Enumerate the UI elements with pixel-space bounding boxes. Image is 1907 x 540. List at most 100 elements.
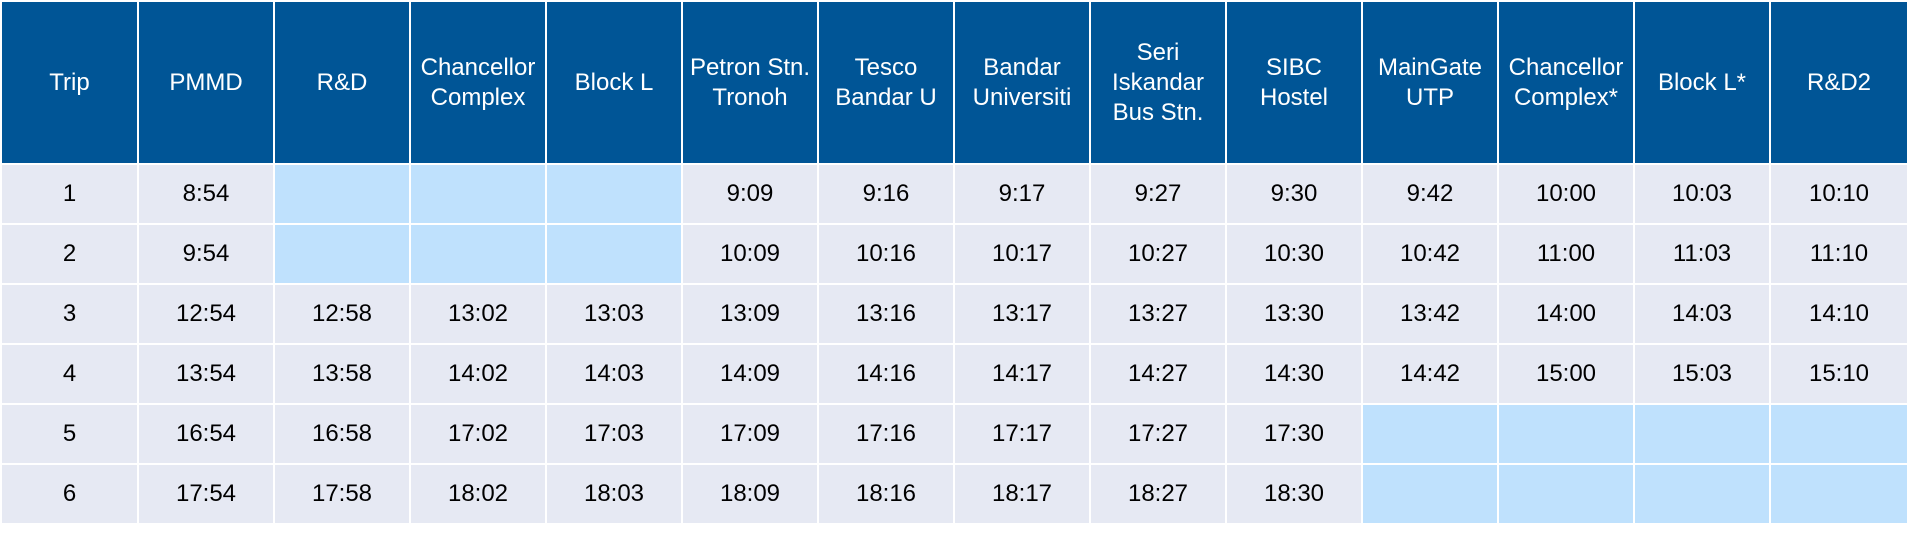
header-line: Trip bbox=[49, 68, 90, 96]
table-cell: 18:09 bbox=[681, 463, 819, 525]
table-cell: 17:17 bbox=[953, 403, 1091, 465]
header-line: Complex bbox=[430, 83, 526, 111]
header-cell-pmmd: PMMD bbox=[137, 0, 275, 165]
table-cell: 15:10 bbox=[1769, 343, 1907, 405]
table-cell: 9:09 bbox=[681, 163, 819, 225]
header-line: Bandar U bbox=[835, 83, 937, 111]
table-cell: 13:30 bbox=[1225, 283, 1363, 345]
header-cell-rnd2: R&D2 bbox=[1769, 0, 1907, 165]
header-cell-block-l-star: Block L* bbox=[1633, 0, 1771, 165]
table-cell: 18:03 bbox=[545, 463, 683, 525]
table-cell: 10:27 bbox=[1089, 223, 1227, 285]
table-cell: 2 bbox=[0, 223, 139, 285]
table-cell: 10:17 bbox=[953, 223, 1091, 285]
table-row: 1 8:54 9:09 9:16 9:17 9:27 9:30 9:42 10:… bbox=[0, 163, 1907, 225]
table-cell: 17:27 bbox=[1089, 403, 1227, 465]
table-cell: 14:09 bbox=[681, 343, 819, 405]
table-cell: 14:03 bbox=[1633, 283, 1771, 345]
table-body: 1 8:54 9:09 9:16 9:17 9:27 9:30 9:42 10:… bbox=[0, 163, 1907, 525]
table-cell: 1 bbox=[0, 163, 139, 225]
table-cell: 14:03 bbox=[545, 343, 683, 405]
header-cell-sibc-hostel: SIBC Hostel bbox=[1225, 0, 1363, 165]
header-line: Chancellor bbox=[1508, 53, 1624, 81]
header-line: Tronoh bbox=[712, 83, 788, 111]
table-cell: 17:54 bbox=[137, 463, 275, 525]
table-cell: 10:30 bbox=[1225, 223, 1363, 285]
table-cell: 18:02 bbox=[409, 463, 547, 525]
table-cell: 18:30 bbox=[1225, 463, 1363, 525]
table-cell: 4 bbox=[0, 343, 139, 405]
table-row: 5 16:54 16:58 17:02 17:03 17:09 17:16 17… bbox=[0, 403, 1907, 465]
table-cell-empty bbox=[409, 223, 547, 285]
header-cell-rnd: R&D bbox=[273, 0, 411, 165]
header-cell-maingate-utp: MainGate UTP bbox=[1361, 0, 1499, 165]
table-cell-empty bbox=[1633, 403, 1771, 465]
table-cell: 12:58 bbox=[273, 283, 411, 345]
table-cell: 5 bbox=[0, 403, 139, 465]
table-cell: 14:42 bbox=[1361, 343, 1499, 405]
table-row: 6 17:54 17:58 18:02 18:03 18:09 18:16 18… bbox=[0, 463, 1907, 525]
header-line: Chancellor bbox=[420, 53, 536, 81]
table-cell: 9:30 bbox=[1225, 163, 1363, 225]
header-line: Block L* bbox=[1657, 68, 1747, 96]
table-cell: 10:00 bbox=[1497, 163, 1635, 225]
table-cell: 16:58 bbox=[273, 403, 411, 465]
header-cell-tesco-bandar-u: Tesco Bandar U bbox=[817, 0, 955, 165]
table-cell: 10:42 bbox=[1361, 223, 1499, 285]
header-line: Complex* bbox=[1513, 83, 1619, 111]
table-cell: 13:02 bbox=[409, 283, 547, 345]
table-cell-empty bbox=[273, 223, 411, 285]
table-cell-empty bbox=[273, 163, 411, 225]
table-cell: 10:16 bbox=[817, 223, 955, 285]
table-cell: 15:00 bbox=[1497, 343, 1635, 405]
table-cell: 6 bbox=[0, 463, 139, 525]
header-line: PMMD bbox=[169, 68, 243, 96]
table-cell: 12:54 bbox=[137, 283, 275, 345]
header-line: R&D bbox=[316, 68, 368, 96]
header-line: Bus Stn. bbox=[1112, 98, 1204, 126]
table-cell: 17:30 bbox=[1225, 403, 1363, 465]
table-cell-empty bbox=[545, 163, 683, 225]
header-line: SIBC bbox=[1265, 53, 1322, 81]
table-row: 3 12:54 12:58 13:02 13:03 13:09 13:16 13… bbox=[0, 283, 1907, 345]
table-cell: 11:00 bbox=[1497, 223, 1635, 285]
header-line: MainGate bbox=[1377, 53, 1483, 81]
table-cell: 9:16 bbox=[817, 163, 955, 225]
table-cell: 13:09 bbox=[681, 283, 819, 345]
table-cell: 9:27 bbox=[1089, 163, 1227, 225]
table-cell-empty bbox=[1769, 463, 1907, 525]
table-cell: 13:58 bbox=[273, 343, 411, 405]
header-line: Universiti bbox=[972, 83, 1072, 111]
table-cell-empty bbox=[1361, 463, 1499, 525]
table-row: 4 13:54 13:58 14:02 14:03 14:09 14:16 14… bbox=[0, 343, 1907, 405]
header-line: Tesco bbox=[854, 53, 918, 81]
table-cell: 8:54 bbox=[137, 163, 275, 225]
table-cell: 13:42 bbox=[1361, 283, 1499, 345]
table-cell-empty bbox=[1769, 403, 1907, 465]
header-line: R&D2 bbox=[1806, 68, 1872, 96]
table-cell: 13:54 bbox=[137, 343, 275, 405]
header-line: Iskandar bbox=[1111, 68, 1205, 96]
table-cell-empty bbox=[1497, 403, 1635, 465]
table-cell: 14:27 bbox=[1089, 343, 1227, 405]
table-cell: 10:03 bbox=[1633, 163, 1771, 225]
header-cell-petron-stn-tronoh: Petron Stn. Tronoh bbox=[681, 0, 819, 165]
table-cell: 13:27 bbox=[1089, 283, 1227, 345]
table-cell: 9:54 bbox=[137, 223, 275, 285]
table-cell-empty bbox=[1361, 403, 1499, 465]
table-cell: 13:03 bbox=[545, 283, 683, 345]
table-cell: 11:10 bbox=[1769, 223, 1907, 285]
table-cell: 10:10 bbox=[1769, 163, 1907, 225]
table-cell: 14:02 bbox=[409, 343, 547, 405]
table-cell: 13:16 bbox=[817, 283, 955, 345]
table-cell: 14:00 bbox=[1497, 283, 1635, 345]
table-cell: 15:03 bbox=[1633, 343, 1771, 405]
header-line: Hostel bbox=[1259, 83, 1329, 111]
table-cell: 17:16 bbox=[817, 403, 955, 465]
table-cell: 17:58 bbox=[273, 463, 411, 525]
table-cell: 16:54 bbox=[137, 403, 275, 465]
table-cell: 3 bbox=[0, 283, 139, 345]
header-line: Bandar bbox=[983, 53, 1061, 81]
table-cell: 9:42 bbox=[1361, 163, 1499, 225]
header-line: Petron Stn. bbox=[689, 53, 811, 81]
